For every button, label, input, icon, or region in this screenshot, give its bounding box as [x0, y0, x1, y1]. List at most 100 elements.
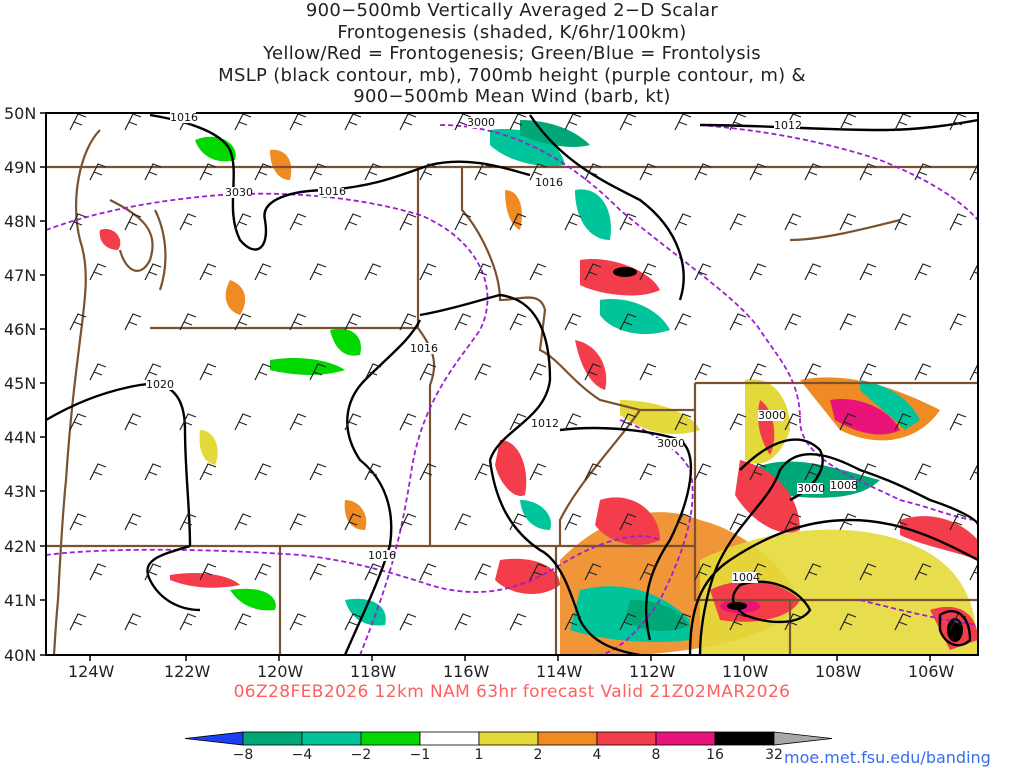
- wind-barb: [784, 313, 802, 331]
- wind-barb: [639, 163, 657, 181]
- wind-barb: [144, 463, 162, 481]
- wind-barb: [584, 463, 602, 481]
- title-line: MSLP (black contour, mb), 700mb height (…: [218, 64, 806, 86]
- wind-barb: [804, 163, 822, 181]
- wind-barb: [289, 213, 307, 231]
- wind-barb: [804, 563, 822, 581]
- lat-label: 42N: [4, 537, 36, 556]
- mslp-label: 1012: [531, 417, 559, 430]
- wind-barb: [309, 163, 327, 181]
- wind-barb: [914, 163, 932, 181]
- wind-barb: [639, 463, 657, 481]
- wind-barb: [254, 563, 272, 581]
- lat-label: 49N: [4, 158, 36, 177]
- wind-barb: [199, 163, 217, 181]
- lon-label: 122W: [164, 662, 211, 681]
- wind-barb: [894, 513, 912, 531]
- colorbar: −8 −4 −2 −1 1 2 4 8 16 32: [184, 731, 833, 763]
- wind-barb: [969, 363, 978, 381]
- political-boundaries: [46, 129, 978, 655]
- wind-barb: [564, 413, 582, 431]
- lat-label: 44N: [4, 428, 36, 447]
- lat-ticks: [40, 112, 46, 656]
- lat-label: 40N: [4, 646, 36, 665]
- wind-barb: [289, 413, 307, 431]
- wind-barb: [694, 263, 712, 281]
- lat-label: 46N: [4, 320, 36, 339]
- wind-barb: [364, 163, 382, 181]
- wind-barb: [344, 613, 362, 631]
- wind-barb: [344, 213, 362, 231]
- mslp-label: 1016: [368, 549, 396, 562]
- wind-barb: [784, 513, 802, 531]
- wind-barb: [199, 563, 217, 581]
- title-line: 900−500mb Mean Wind (barb, kt): [353, 86, 671, 107]
- wind-barb: [839, 513, 857, 531]
- wind-barb: [839, 313, 857, 331]
- wind-barb: [254, 263, 272, 281]
- wind-barb: [419, 163, 437, 181]
- wind-barb: [694, 163, 712, 181]
- wind-barb: [419, 463, 437, 481]
- wind-barb: [694, 463, 712, 481]
- wind-barb: [234, 613, 252, 631]
- wind-barb: [859, 363, 877, 381]
- wind-barb: [124, 213, 142, 231]
- wind-barb: [309, 563, 327, 581]
- wind-barb: [949, 613, 967, 631]
- wind-barb: [474, 563, 492, 581]
- wind-barb: [509, 313, 527, 331]
- wind-barb: [619, 213, 637, 231]
- wind-barb: [674, 613, 692, 631]
- wind-barb: [969, 263, 978, 281]
- wind-barb: [199, 363, 217, 381]
- wind-barb: [509, 213, 527, 231]
- wind-barb: [234, 213, 252, 231]
- map-frame: [45, 112, 979, 656]
- colorbar-segment: [655, 731, 716, 746]
- wind-barb: [804, 463, 822, 481]
- colorbar-label: 16: [706, 747, 724, 763]
- wind-barb: [399, 613, 417, 631]
- lat-label: 43N: [4, 482, 36, 501]
- wind-barb: [234, 313, 252, 331]
- wind-barb: [619, 513, 637, 531]
- wind-barb: [179, 313, 197, 331]
- wind-barb: [144, 363, 162, 381]
- wind-barb: [804, 263, 822, 281]
- wind-barb: [344, 513, 362, 531]
- wind-barb: [729, 513, 747, 531]
- mslp-label: 1020: [146, 378, 174, 391]
- source-site-link[interactable]: moe.met.fsu.edu/banding: [784, 748, 991, 767]
- mslp-label: 1016: [535, 176, 563, 189]
- wind-barb: [124, 313, 142, 331]
- colorbar-segment: [184, 731, 244, 746]
- colorbar-label: 8: [652, 747, 661, 763]
- wind-barb: [199, 463, 217, 481]
- latitude-axis: 50N 49N 48N 47N 46N 45N 44N 43N 42N 41N …: [4, 104, 36, 665]
- wind-barb: [584, 263, 602, 281]
- wind-barb: [309, 263, 327, 281]
- wind-barb: [474, 363, 492, 381]
- colorbar-label: 2: [534, 747, 543, 763]
- height-label: 3000: [758, 409, 786, 422]
- mslp-label: 1008: [830, 479, 858, 492]
- wind-barb: [674, 413, 692, 431]
- colorbar-label: 32: [765, 747, 783, 763]
- colorbar-segment: [596, 731, 657, 746]
- colorbar-segment: [419, 731, 480, 746]
- wind-barb: [639, 563, 657, 581]
- wind-barb: [564, 313, 582, 331]
- wind-barb: [69, 213, 87, 231]
- colorbar-label: −1: [410, 747, 431, 763]
- wind-barb: [564, 613, 582, 631]
- height-label: 3000: [467, 116, 495, 129]
- mslp-label: 1004: [732, 571, 760, 584]
- wind-barb: [949, 413, 967, 431]
- figure-title: 900−500mb Vertically Averaged 2−D Scalar…: [0, 0, 1024, 108]
- wind-barb: [419, 563, 437, 581]
- wind-barb: [914, 463, 932, 481]
- wind-barb: [344, 313, 362, 331]
- wind-barb: [474, 263, 492, 281]
- mslp-label: 1016: [170, 111, 198, 124]
